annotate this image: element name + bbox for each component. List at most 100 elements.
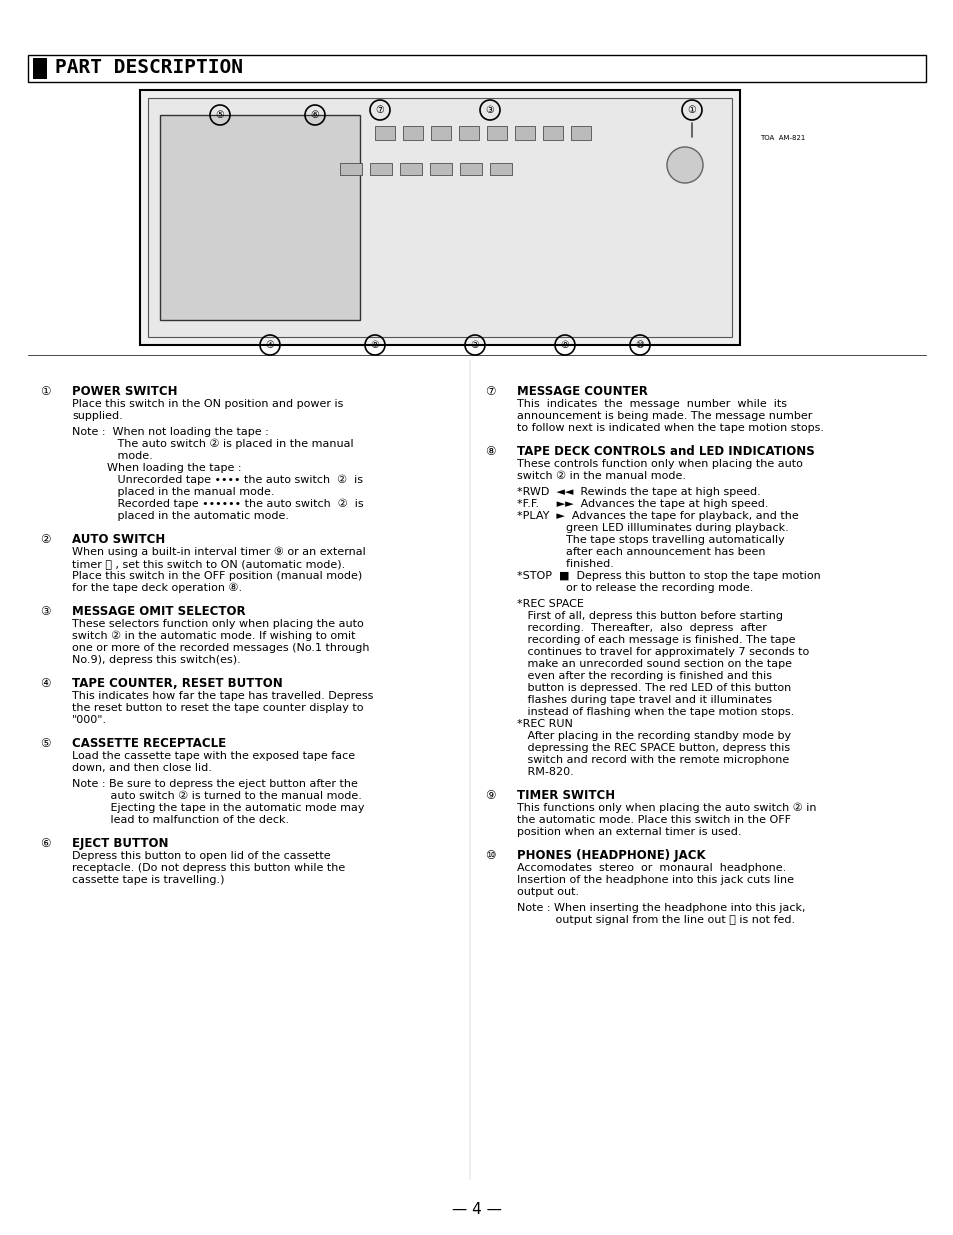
Bar — [399, 163, 421, 175]
Text: continues to travel for approximately 7 seconds to: continues to travel for approximately 7 … — [517, 647, 808, 657]
Text: TIMER SWITCH: TIMER SWITCH — [517, 789, 615, 802]
Text: Ejecting the tape in the automatic mode may: Ejecting the tape in the automatic mode … — [71, 803, 364, 813]
Text: When loading the tape :: When loading the tape : — [71, 463, 241, 473]
Bar — [370, 163, 392, 175]
Text: or to release the recording mode.: or to release the recording mode. — [517, 583, 753, 593]
Bar — [375, 126, 395, 140]
Text: *RWD  ◄◄  Rewinds the tape at high speed.: *RWD ◄◄ Rewinds the tape at high speed. — [517, 487, 760, 496]
Text: ①: ① — [40, 385, 51, 398]
FancyBboxPatch shape — [140, 90, 740, 345]
Bar — [459, 163, 481, 175]
Text: switch and record with the remote microphone: switch and record with the remote microp… — [517, 755, 788, 764]
Text: instead of flashing when the tape motion stops.: instead of flashing when the tape motion… — [517, 706, 794, 718]
Text: ④: ④ — [40, 677, 51, 690]
Text: Recorded tape •••••• the auto switch  ②  is: Recorded tape •••••• the auto switch ② i… — [71, 499, 363, 509]
FancyBboxPatch shape — [28, 56, 925, 82]
Text: auto switch ② is turned to the manual mode.: auto switch ② is turned to the manual mo… — [71, 790, 361, 802]
Text: After placing in the recording standby mode by: After placing in the recording standby m… — [517, 731, 790, 741]
Bar — [542, 126, 562, 140]
Text: ③: ③ — [485, 105, 494, 115]
Bar — [431, 126, 451, 140]
Text: make an unrecorded sound section on the tape: make an unrecorded sound section on the … — [517, 659, 791, 669]
Text: the reset button to reset the tape counter display to: the reset button to reset the tape count… — [71, 703, 363, 713]
Text: Note : Be sure to depress the eject button after the: Note : Be sure to depress the eject butt… — [71, 779, 357, 789]
Text: ⑨: ⑨ — [484, 789, 495, 802]
Text: ⑧: ⑧ — [370, 340, 379, 350]
Text: EJECT BUTTON: EJECT BUTTON — [71, 837, 169, 850]
Text: Note :  When not loading the tape :: Note : When not loading the tape : — [71, 427, 269, 437]
Text: mode.: mode. — [71, 451, 152, 461]
FancyBboxPatch shape — [148, 98, 731, 337]
Bar — [339, 163, 361, 175]
Text: one or more of the recorded messages (No.1 through: one or more of the recorded messages (No… — [71, 643, 369, 653]
Text: First of all, depress this button before starting: First of all, depress this button before… — [517, 611, 782, 621]
Text: Load the cassette tape with the exposed tape face: Load the cassette tape with the exposed … — [71, 751, 355, 761]
Text: output signal from the line out ⑬ is not fed.: output signal from the line out ⑬ is not… — [517, 915, 794, 925]
Text: Insertion of the headphone into this jack cuts line: Insertion of the headphone into this jac… — [517, 876, 793, 885]
Text: timer ⑮ , set this switch to ON (automatic mode).: timer ⑮ , set this switch to ON (automat… — [71, 559, 345, 569]
Bar — [33, 58, 47, 79]
Bar — [515, 126, 535, 140]
Text: Accomodates  stereo  or  monaural  headphone.: Accomodates stereo or monaural headphone… — [517, 863, 785, 873]
Text: cassette tape is travelling.): cassette tape is travelling.) — [71, 876, 224, 885]
Text: *REC SPACE: *REC SPACE — [517, 599, 583, 609]
Text: ⑥: ⑥ — [40, 837, 51, 850]
Text: position when an external timer is used.: position when an external timer is used. — [517, 827, 740, 837]
Text: flashes during tape travel and it illuminates: flashes during tape travel and it illumi… — [517, 695, 771, 705]
Text: TAPE DECK CONTROLS and LED INDICATIONS: TAPE DECK CONTROLS and LED INDICATIONS — [517, 445, 814, 458]
Text: The tape stops travelling automatically: The tape stops travelling automatically — [517, 535, 784, 545]
Text: Depress this button to open lid of the cassette: Depress this button to open lid of the c… — [71, 851, 331, 861]
Text: This functions only when placing the auto switch ② in: This functions only when placing the aut… — [517, 803, 816, 814]
Text: RM-820.: RM-820. — [517, 767, 573, 777]
Text: for the tape deck operation ⑧.: for the tape deck operation ⑧. — [71, 583, 242, 593]
Text: recording.  Thereafter,  also  depress  after: recording. Thereafter, also depress afte… — [517, 622, 766, 634]
Text: announcement is being made. The message number: announcement is being made. The message … — [517, 411, 812, 421]
Text: to follow next is indicated when the tape motion stops.: to follow next is indicated when the tap… — [517, 424, 823, 433]
Text: finished.: finished. — [517, 559, 613, 569]
Text: These selectors function only when placing the auto: These selectors function only when placi… — [71, 619, 363, 629]
Text: TAPE COUNTER, RESET BUTTON: TAPE COUNTER, RESET BUTTON — [71, 677, 282, 690]
Text: When using a built-in interval timer ⑨ or an external: When using a built-in interval timer ⑨ o… — [71, 547, 365, 557]
Text: lead to malfunction of the deck.: lead to malfunction of the deck. — [71, 815, 289, 825]
Text: ⑧: ⑧ — [484, 445, 495, 458]
Text: button is depressed. The red LED of this button: button is depressed. The red LED of this… — [517, 683, 790, 693]
FancyBboxPatch shape — [160, 115, 359, 320]
Circle shape — [666, 147, 702, 183]
Bar — [486, 126, 506, 140]
Text: — 4 —: — 4 — — [452, 1203, 501, 1218]
Text: ④: ④ — [265, 340, 274, 350]
Text: the automatic mode. Place this switch in the OFF: the automatic mode. Place this switch in… — [517, 815, 790, 825]
Text: Place this switch in the OFF position (manual mode): Place this switch in the OFF position (m… — [71, 571, 362, 580]
Text: ③: ③ — [40, 605, 51, 618]
Text: *PLAY  ►  Advances the tape for playback, and the: *PLAY ► Advances the tape for playback, … — [517, 511, 798, 521]
Text: placed in the manual mode.: placed in the manual mode. — [71, 487, 274, 496]
Text: CASSETTE RECEPTACLE: CASSETTE RECEPTACLE — [71, 737, 226, 750]
Text: down, and then close lid.: down, and then close lid. — [71, 763, 212, 773]
Text: Note : When inserting the headphone into this jack,: Note : When inserting the headphone into… — [517, 903, 804, 913]
Text: after each announcement has been: after each announcement has been — [517, 547, 764, 557]
Text: ⑤: ⑤ — [40, 737, 51, 750]
Text: MESSAGE OMIT SELECTOR: MESSAGE OMIT SELECTOR — [71, 605, 245, 618]
Text: Unrecorded tape •••• the auto switch  ②  is: Unrecorded tape •••• the auto switch ② i… — [71, 475, 363, 485]
Text: *F.F.     ►►  Advances the tape at high speed.: *F.F. ►► Advances the tape at high speed… — [517, 499, 768, 509]
Bar — [402, 126, 422, 140]
Text: even after the recording is finished and this: even after the recording is finished and… — [517, 671, 771, 680]
Text: ⑤: ⑤ — [215, 110, 224, 120]
Text: receptacle. (Do not depress this button while the: receptacle. (Do not depress this button … — [71, 863, 345, 873]
Text: This indicates how far the tape has travelled. Depress: This indicates how far the tape has trav… — [71, 692, 373, 701]
Text: ②: ② — [40, 534, 51, 546]
Text: The auto switch ② is placed in the manual: The auto switch ② is placed in the manua… — [71, 438, 354, 450]
Text: "000".: "000". — [71, 715, 107, 725]
Text: ⑩: ⑩ — [635, 340, 643, 350]
Text: ⑦: ⑦ — [484, 385, 495, 398]
Text: No.9), depress this switch(es).: No.9), depress this switch(es). — [71, 655, 240, 664]
Text: This  indicates  the  message  number  while  its: This indicates the message number while … — [517, 399, 786, 409]
Text: Place this switch in the ON position and power is: Place this switch in the ON position and… — [71, 399, 343, 409]
Text: ⑨: ⑨ — [560, 340, 569, 350]
Bar — [490, 163, 512, 175]
Text: MESSAGE COUNTER: MESSAGE COUNTER — [517, 385, 647, 398]
Text: ①: ① — [687, 105, 696, 115]
Bar — [458, 126, 478, 140]
Text: *REC RUN: *REC RUN — [517, 719, 572, 729]
Text: AUTO SWITCH: AUTO SWITCH — [71, 534, 165, 546]
